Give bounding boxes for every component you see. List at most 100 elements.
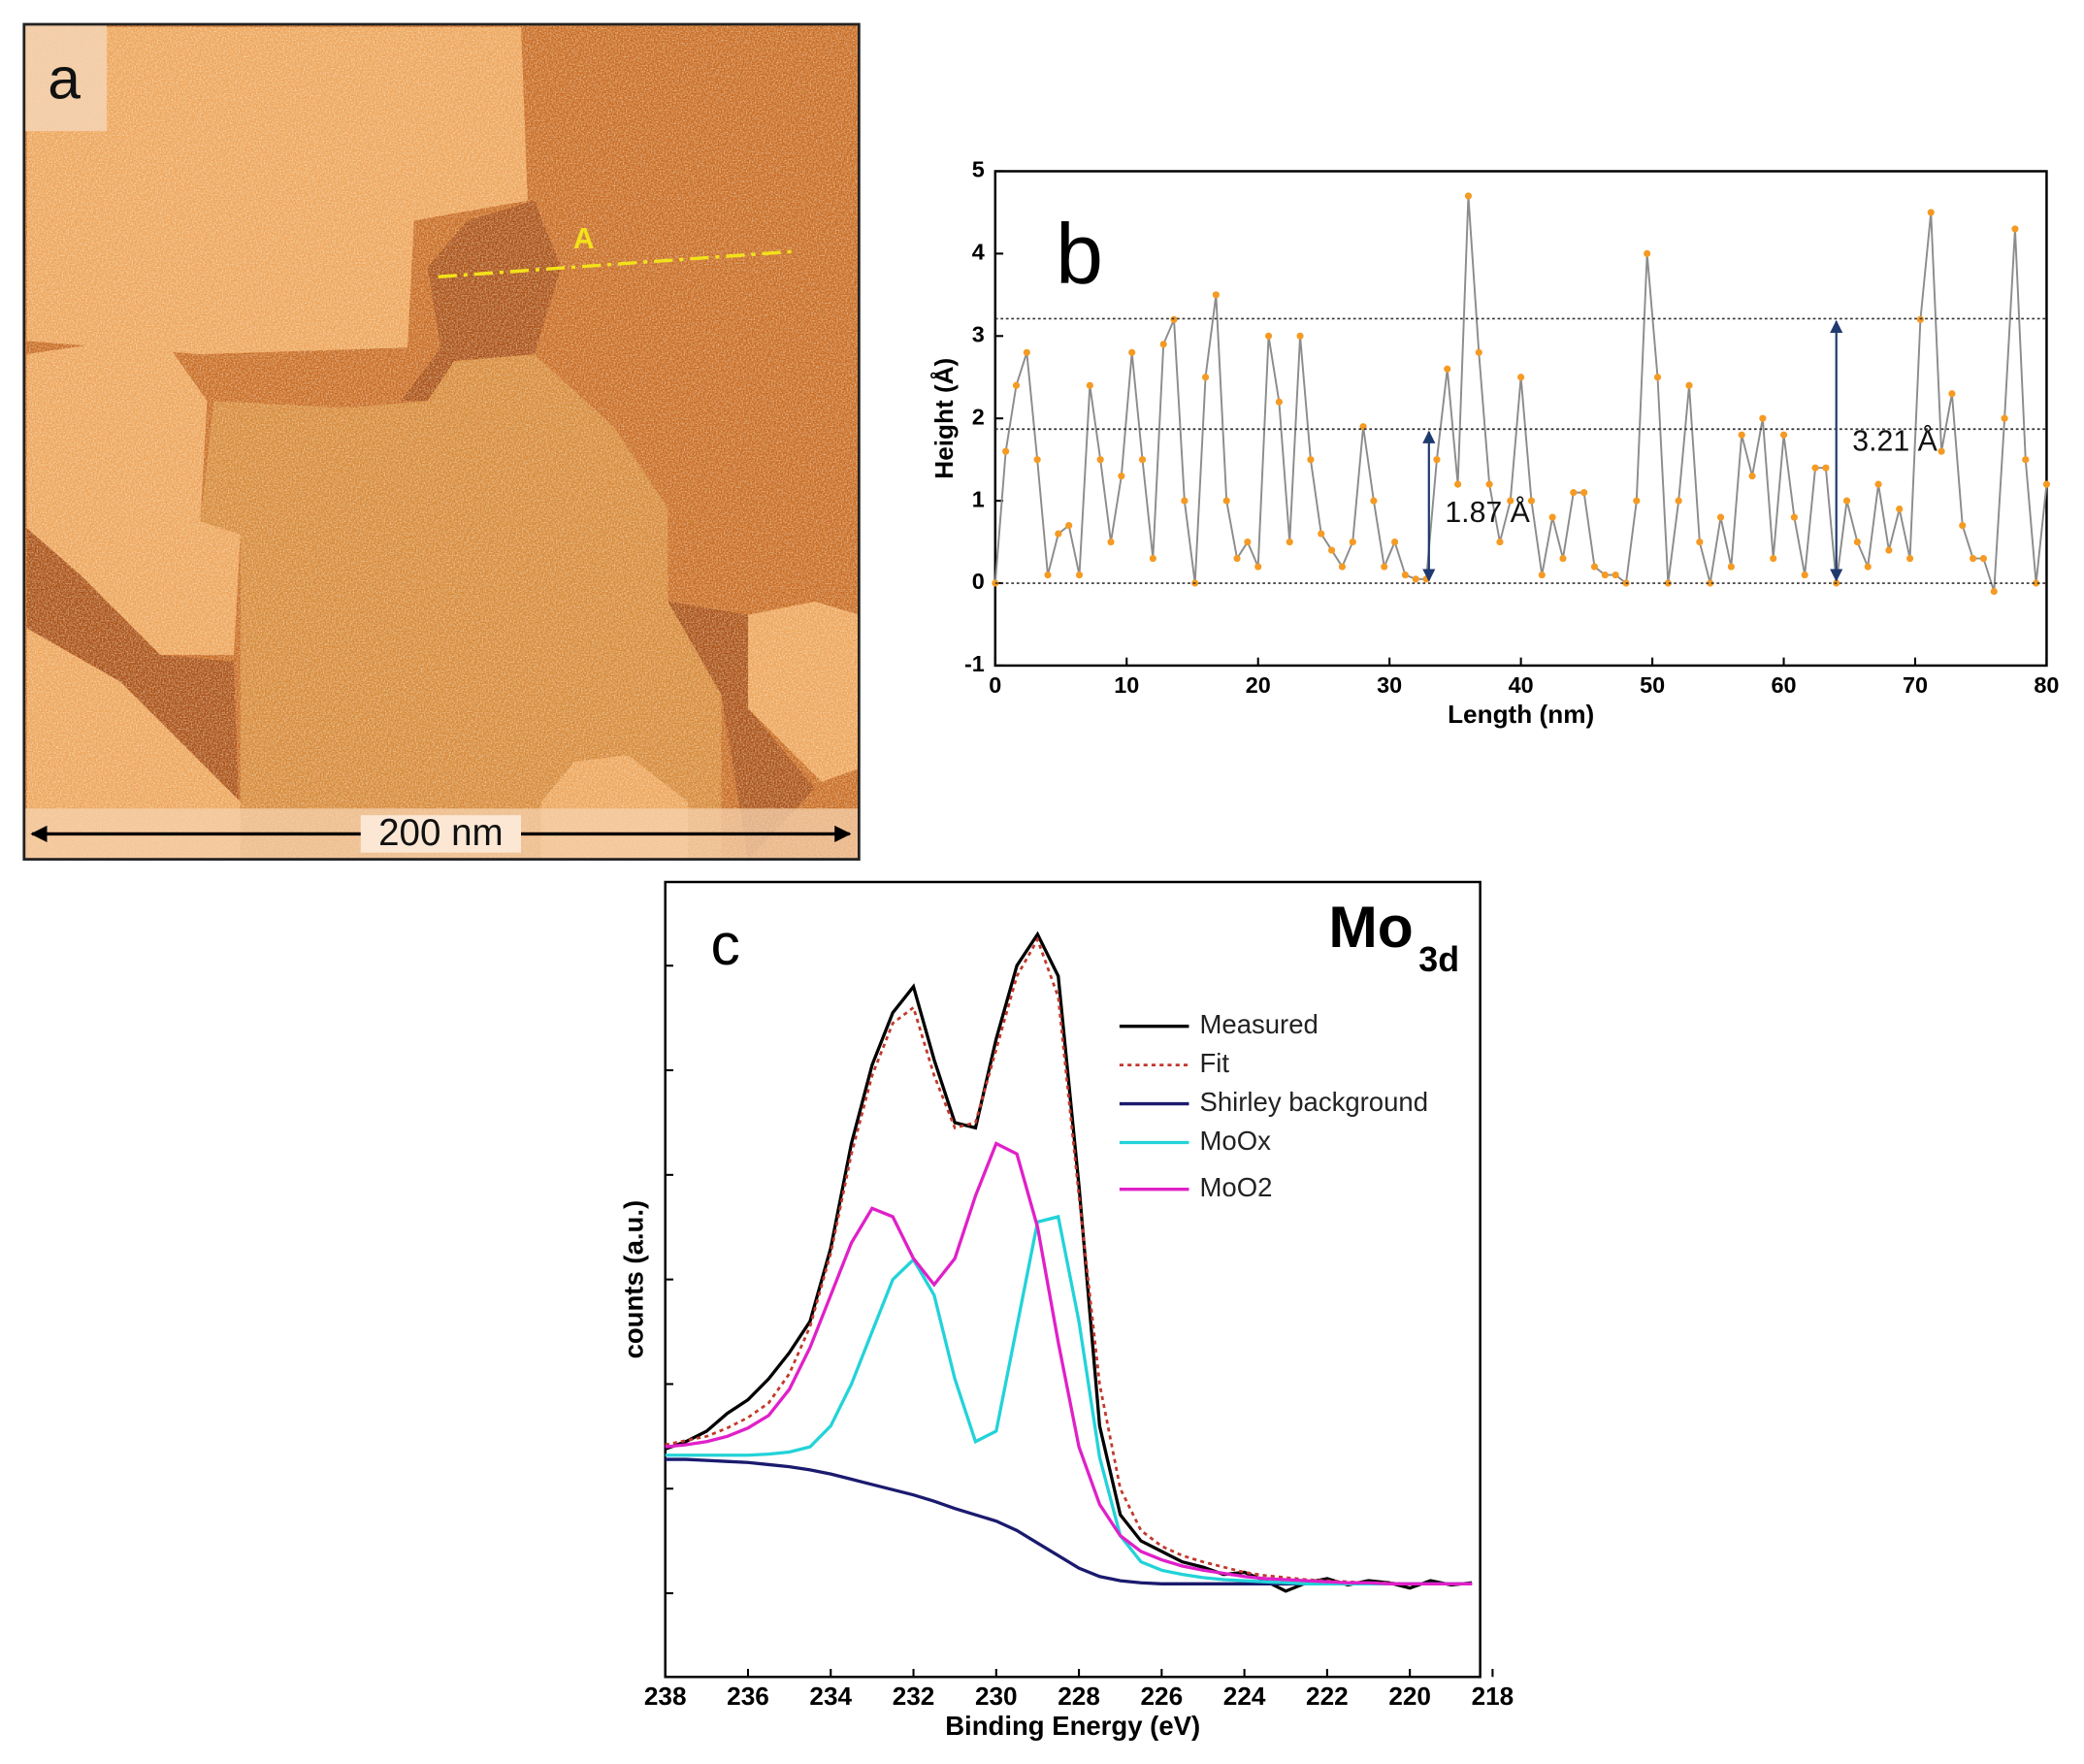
- data-point: [1044, 571, 1052, 579]
- data-point: [1012, 381, 1021, 389]
- x-tick-label: 10: [1114, 672, 1139, 698]
- data-point: [1601, 571, 1609, 579]
- image-frame: [22, 22, 861, 861]
- data-point: [1990, 587, 1998, 596]
- data-point: [1770, 554, 1777, 563]
- data-point: [1381, 563, 1388, 571]
- data-point: [1612, 571, 1619, 579]
- x-tick-label: 30: [1377, 672, 1402, 698]
- y-tick-label: -1: [964, 651, 985, 676]
- stm-image: [23, 24, 860, 860]
- data-point: [1685, 381, 1693, 389]
- data-point: [1181, 497, 1189, 505]
- x-axis-label: Length (nm): [1448, 700, 1594, 729]
- data-point: [1065, 522, 1073, 530]
- x-tick-label: 220: [1388, 1682, 1431, 1711]
- data-point: [1444, 365, 1451, 373]
- data-point: [1286, 538, 1293, 546]
- data-point: [1801, 571, 1808, 579]
- y-tick-label: 2: [972, 404, 985, 429]
- series-line: [993, 195, 2048, 592]
- data-point: [1559, 554, 1567, 563]
- x-tick-label: 236: [727, 1682, 769, 1711]
- data-point: [1948, 390, 1956, 398]
- data-point: [1970, 554, 1977, 563]
- x-tick-label: 218: [1472, 1682, 1514, 1711]
- chart-title-subscript: 3d: [1418, 940, 1459, 979]
- data-point: [1296, 332, 1304, 340]
- data-point: [1244, 538, 1252, 546]
- data-point: [1264, 332, 1273, 340]
- x-tick-label: 60: [1772, 672, 1797, 698]
- chart-title: Mo: [1328, 894, 1413, 960]
- x-tick-label: 50: [1640, 672, 1665, 698]
- data-point: [1391, 538, 1399, 546]
- data-point: [1811, 464, 1819, 472]
- data-point: [2001, 414, 2008, 422]
- data-point: [1633, 497, 1641, 505]
- x-axis-label: Binding Energy (eV): [945, 1711, 1200, 1741]
- data-point: [1707, 579, 1714, 587]
- data-point: [1138, 456, 1147, 464]
- data-point: [1201, 374, 1210, 381]
- data-point: [2042, 480, 2051, 488]
- legend-label: Measured: [1199, 1009, 1318, 1039]
- data-point: [1779, 431, 1788, 439]
- data-point: [1538, 571, 1546, 579]
- data-point: [1790, 513, 1798, 521]
- data-point: [1885, 546, 1893, 554]
- data-point: [1475, 348, 1482, 356]
- data-point: [1874, 480, 1882, 488]
- data-point: [1233, 554, 1241, 563]
- data-point: [1916, 315, 1924, 323]
- data-point: [1464, 192, 1473, 200]
- data-point: [1370, 497, 1378, 505]
- y-tick-label: 1: [972, 486, 985, 511]
- data-point: [1149, 554, 1156, 563]
- data-point: [1696, 538, 1704, 546]
- scale-bar-label: 200 nm: [378, 812, 504, 854]
- x-tick-label: 234: [809, 1682, 852, 1711]
- data-point: [1107, 538, 1115, 546]
- line-label: A: [573, 223, 595, 255]
- data-point: [1222, 497, 1230, 505]
- data-point: [1254, 563, 1262, 571]
- data-point: [1896, 506, 1904, 513]
- y-tick-label: 5: [972, 157, 985, 182]
- data-point: [1644, 249, 1651, 257]
- data-point: [1307, 456, 1315, 464]
- legend-label: Fit: [1199, 1048, 1229, 1078]
- legend-label: MoOx: [1199, 1126, 1271, 1156]
- legend-label: Shirley background: [1199, 1087, 1428, 1117]
- data-point: [1738, 431, 1745, 439]
- data-point: [1128, 348, 1136, 356]
- data-point: [1716, 513, 1725, 521]
- data-point: [1485, 480, 1493, 488]
- data-point: [1842, 497, 1851, 505]
- panel-label: b: [1056, 206, 1103, 302]
- x-tick-label: 232: [893, 1682, 935, 1711]
- data-point: [1927, 209, 1935, 216]
- data-point: [1212, 291, 1220, 299]
- data-point: [1590, 563, 1599, 571]
- data-point: [2033, 579, 2040, 587]
- data-point: [1727, 563, 1735, 571]
- panel-label: c: [711, 911, 740, 977]
- plot-frame: [664, 880, 1482, 1679]
- data-point: [1454, 480, 1462, 488]
- annotation: 3.21 Å: [1852, 425, 1937, 457]
- data-point: [1675, 497, 1682, 505]
- data-point: [1075, 571, 1084, 579]
- data-point: [1318, 530, 1325, 538]
- data-point: [1864, 563, 1872, 571]
- data-point: [1338, 563, 1346, 571]
- data-point: [1170, 315, 1178, 323]
- data-point: [1517, 374, 1525, 381]
- data-point: [1327, 546, 1336, 554]
- x-tick-label: 228: [1058, 1682, 1100, 1711]
- legend-label: MoO2: [1199, 1172, 1272, 1202]
- data-point: [1822, 464, 1830, 472]
- x-tick-label: 222: [1306, 1682, 1349, 1711]
